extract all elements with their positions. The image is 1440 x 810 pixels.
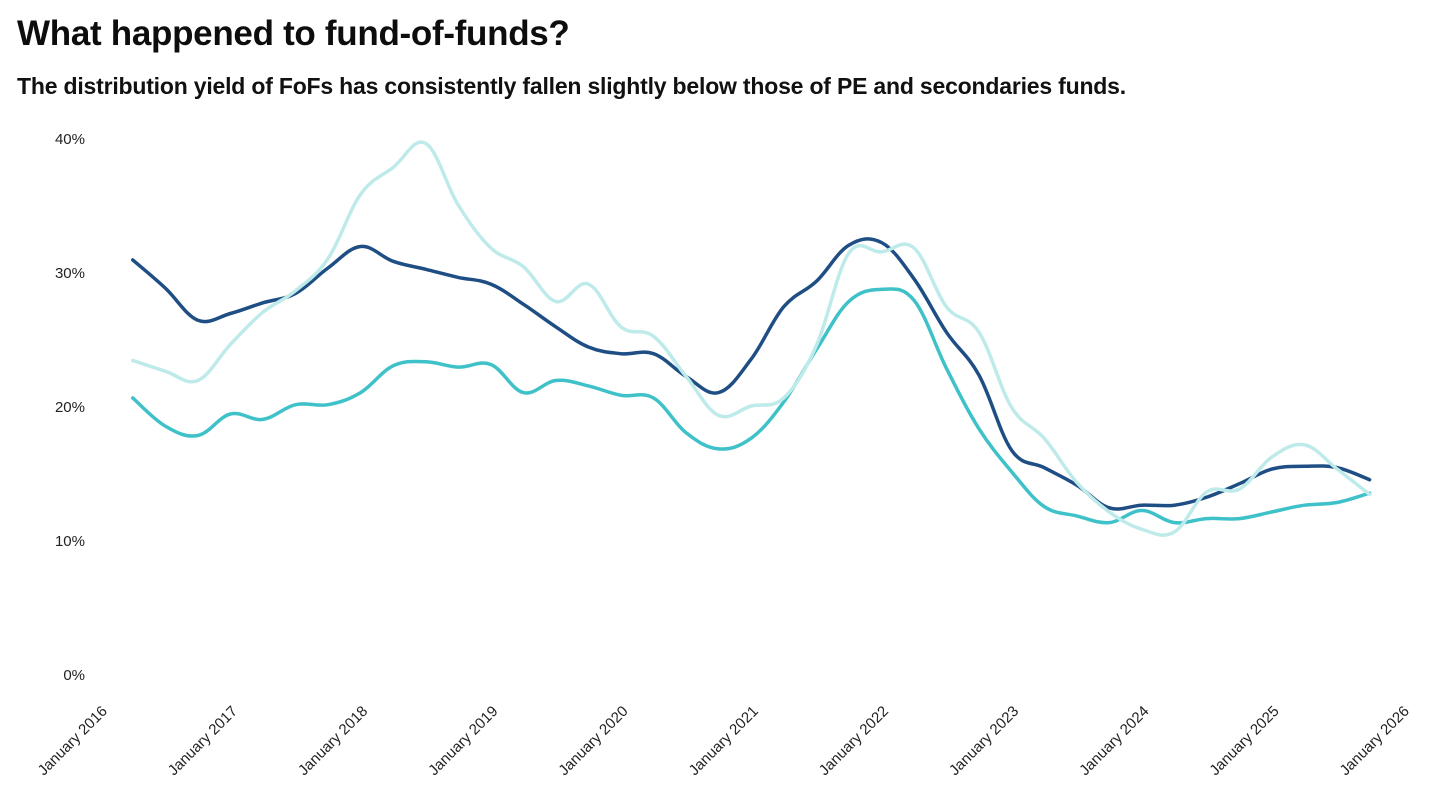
x-tick-label: January 2018 bbox=[295, 703, 371, 779]
x-tick-label: January 2019 bbox=[425, 703, 501, 779]
x-tick-label: January 2023 bbox=[946, 703, 1022, 779]
x-axis: January 2016 January 2017 January 2018 Janu… bbox=[35, 703, 1413, 779]
y-tick-label: 30% bbox=[55, 265, 85, 282]
x-tick-label: January 2017 bbox=[165, 703, 241, 779]
chart-title: What happened to fund-of-funds? bbox=[17, 14, 570, 53]
series-layer bbox=[130, 140, 1372, 537]
x-tick-label: January 2020 bbox=[555, 703, 631, 779]
x-tick-label: January 2024 bbox=[1076, 703, 1152, 779]
chart-subtitle: The distribution yield of FoFs has consi… bbox=[17, 73, 1126, 99]
series-line-dark-blue bbox=[130, 237, 1372, 511]
y-axis: 0% 10% 20% 30% 40% bbox=[55, 131, 85, 684]
y-tick-label: 20% bbox=[55, 399, 85, 416]
y-tick-label: 40% bbox=[55, 131, 85, 148]
x-tick-label: January 2016 bbox=[35, 703, 111, 779]
x-tick-label: January 2025 bbox=[1206, 703, 1282, 779]
x-tick-label: January 2022 bbox=[816, 703, 892, 779]
series-line-light-aqua bbox=[130, 140, 1372, 537]
x-tick-label: January 2021 bbox=[686, 703, 762, 779]
y-tick-label: 10% bbox=[55, 533, 85, 550]
series-line-teal bbox=[130, 287, 1372, 525]
y-tick-label: 0% bbox=[63, 667, 85, 684]
x-tick-label: January 2026 bbox=[1337, 703, 1413, 779]
